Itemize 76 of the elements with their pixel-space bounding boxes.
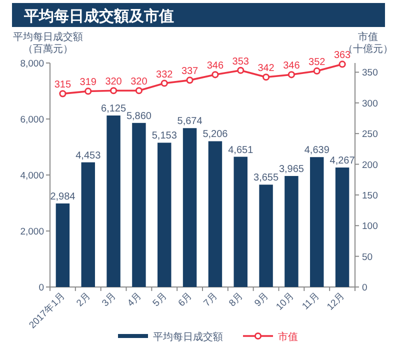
- x-tick-label: 3月: [100, 290, 119, 309]
- legend-label: 平均每日成交額: [153, 331, 223, 343]
- x-tick-label: 10月: [274, 290, 297, 313]
- y2-tick-label: 150: [362, 190, 378, 202]
- data-label: 3,655: [254, 172, 279, 184]
- point: [237, 66, 244, 74]
- data-label: 320: [105, 76, 122, 88]
- x-tick-label: 12月: [325, 290, 348, 313]
- bar: [56, 203, 70, 287]
- bar: [259, 184, 273, 287]
- y-tick-label: 2,000: [20, 226, 44, 238]
- chart-title: 平均每日成交額及市值: [23, 7, 174, 25]
- point: [186, 76, 194, 84]
- y-tick-label: 4,000: [20, 170, 44, 182]
- point: [84, 88, 92, 95]
- point: [135, 87, 143, 94]
- point: [110, 87, 118, 94]
- data-label: 346: [206, 60, 224, 72]
- bar: [208, 141, 222, 287]
- point: [313, 67, 320, 75]
- point: [262, 74, 270, 81]
- bar: [182, 128, 197, 287]
- y2-tick-label: 50: [362, 252, 373, 263]
- data-label: 4,651: [228, 144, 254, 156]
- data-label: 342: [258, 63, 275, 74]
- bar: [81, 162, 95, 287]
- data-label: 352: [308, 56, 326, 68]
- y-tick-label: 8,000: [20, 58, 44, 70]
- data-label: 5,206: [202, 129, 228, 140]
- x-tick-label: 9月: [252, 290, 272, 309]
- y2-tick-label: 250: [362, 129, 378, 140]
- bar: [158, 142, 172, 287]
- bar: [132, 122, 146, 287]
- point: [212, 71, 219, 78]
- data-label: 5,153: [152, 130, 178, 142]
- data-label: 4,453: [76, 150, 102, 162]
- data-label: 337: [181, 66, 199, 78]
- point: [338, 60, 346, 68]
- data-label: 315: [54, 80, 72, 91]
- bar: [335, 168, 350, 287]
- data-label: 3,965: [278, 164, 304, 175]
- x-tick-label: 6月: [176, 290, 195, 309]
- x-tick-label: 7月: [202, 290, 220, 309]
- point: [288, 71, 296, 78]
- y2-tick-label: 350: [362, 68, 378, 79]
- x-tick-label: 5月: [150, 290, 170, 309]
- y-axis-title: 平均每日成交額（百萬元）: [13, 31, 83, 55]
- data-label: 4,639: [304, 145, 330, 156]
- data-label: 353: [232, 56, 250, 68]
- legend-label: 市值: [278, 331, 298, 343]
- y-tick-label: 6,000: [20, 114, 44, 126]
- y2-tick-label: 300: [362, 98, 378, 110]
- data-label: 4,267: [330, 156, 356, 167]
- x-tick-label: 11月: [300, 290, 322, 312]
- x-tick-label: 8月: [227, 290, 246, 309]
- data-label: 346: [283, 60, 300, 72]
- bar: [234, 156, 248, 287]
- x-tick-label: 4月: [125, 290, 144, 309]
- bar: [284, 176, 298, 287]
- x-tick-label: 2月: [74, 290, 94, 309]
- point: [160, 80, 168, 87]
- data-label: 6,125: [101, 104, 126, 114]
- data-label: 363: [334, 50, 352, 62]
- data-label: 5,860: [126, 110, 152, 122]
- y-tick-label: 0: [38, 282, 44, 294]
- point: [59, 90, 66, 98]
- y2-tick-label: 0: [362, 282, 368, 294]
- bar: [106, 116, 120, 287]
- data-label: 319: [80, 77, 97, 88]
- data-label: 320: [130, 76, 148, 88]
- bar: [310, 157, 324, 287]
- data-label: 5,674: [177, 116, 203, 128]
- y2-tick-label: 200: [362, 160, 378, 171]
- data-label: 2,984: [50, 191, 76, 202]
- data-label: 332: [156, 69, 174, 80]
- y2-tick-label: 100: [362, 221, 378, 232]
